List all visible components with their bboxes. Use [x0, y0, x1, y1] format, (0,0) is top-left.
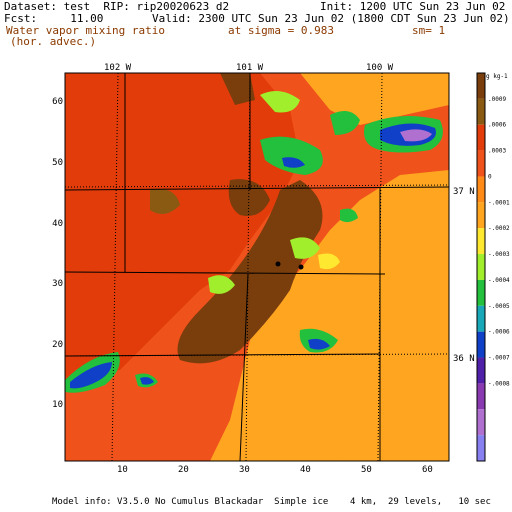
- map-border: [64, 72, 450, 462]
- x-axis-ticks: 10 20 30 40 50 60: [117, 465, 433, 475]
- legend-swatch: [477, 279, 485, 306]
- legend-swatch: [477, 357, 485, 384]
- x-tick: 60: [422, 465, 433, 475]
- fcst-line: Fcst: 11.00: [4, 12, 104, 25]
- y-tick: 10: [52, 400, 63, 410]
- dataset-line: Dataset: test RIP: rip20020623 d2: [4, 0, 230, 13]
- legend-swatch: [477, 124, 485, 151]
- field-desc: (hor. advec.): [10, 35, 97, 48]
- lon-label-101w: 101 W: [236, 63, 264, 73]
- legend-label: .0006: [488, 122, 506, 129]
- lon-label-100w: 100 W: [366, 63, 394, 73]
- legend-label: .0003: [488, 148, 506, 155]
- lat-label-37n: 37 N: [453, 187, 475, 197]
- sigma-line: at sigma = 0.983: [228, 24, 334, 37]
- x-tick: 40: [300, 465, 311, 475]
- legend-swatch: [477, 228, 485, 255]
- y-tick: 40: [52, 219, 63, 229]
- legend-label: 0: [488, 173, 492, 180]
- legend-border: [476, 72, 486, 462]
- legend-swatch: [477, 176, 485, 203]
- city-marker: [298, 264, 304, 270]
- y-tick: 30: [52, 279, 63, 289]
- lat-label-36n: 36 N: [453, 354, 475, 364]
- legend-swatch: [477, 254, 485, 280]
- legend-swatch: [477, 435, 485, 461]
- legend-swatch: [477, 202, 485, 229]
- legend-swatch: [477, 409, 485, 436]
- legend-label: -.0005: [488, 303, 510, 310]
- lon-label-102w: 102 W: [104, 63, 132, 73]
- legend-label: -.0004: [488, 277, 510, 284]
- y-tick: 60: [52, 97, 63, 107]
- legend-swatch: [477, 150, 485, 177]
- legend-label: -.0006: [488, 329, 510, 336]
- y-tick: 50: [52, 158, 63, 168]
- x-tick: 20: [178, 465, 189, 475]
- legend-label: -.0001: [488, 199, 510, 206]
- x-tick: 30: [239, 465, 250, 475]
- legend-label: -.0003: [488, 251, 510, 258]
- city-marker: [275, 261, 281, 267]
- sm-line: sm= 1: [412, 24, 446, 37]
- legend-swatch: [477, 331, 485, 358]
- legend-label: -.0008: [488, 380, 510, 387]
- legend-label: -.0002: [488, 225, 510, 232]
- model-info-footer: Model info: V3.5.0 No Cumulus Blackadar …: [52, 497, 491, 507]
- legend-swatch: [477, 305, 485, 332]
- y-axis-ticks: 10 20 30 40 50 60: [52, 97, 63, 410]
- legend-swatch: [477, 383, 485, 410]
- legend-swatch: [477, 73, 485, 99]
- y-tick: 20: [52, 340, 63, 350]
- mixing-ratio-field: [65, 73, 449, 461]
- x-tick: 10: [117, 465, 128, 475]
- graticule: [65, 73, 449, 461]
- x-tick: 50: [361, 465, 372, 475]
- color-legend: g kg-1 .0009 .0006 .0003 0 -.0001 -.0002 -.000…: [476, 72, 510, 462]
- legend-label: -.0007: [488, 355, 510, 362]
- init-line: Init: 1200 UTC Sun 23 Jun 02: [320, 0, 506, 13]
- field-name: Water vapor mixing ratio: [6, 24, 165, 37]
- legend-swatch: [477, 98, 485, 125]
- valid-line: Valid: 2300 UTC Sun 23 Jun 02 (1800 CDT …: [152, 12, 510, 25]
- legend-unit: g kg-1: [486, 73, 508, 80]
- legend-label: .0009: [488, 96, 506, 103]
